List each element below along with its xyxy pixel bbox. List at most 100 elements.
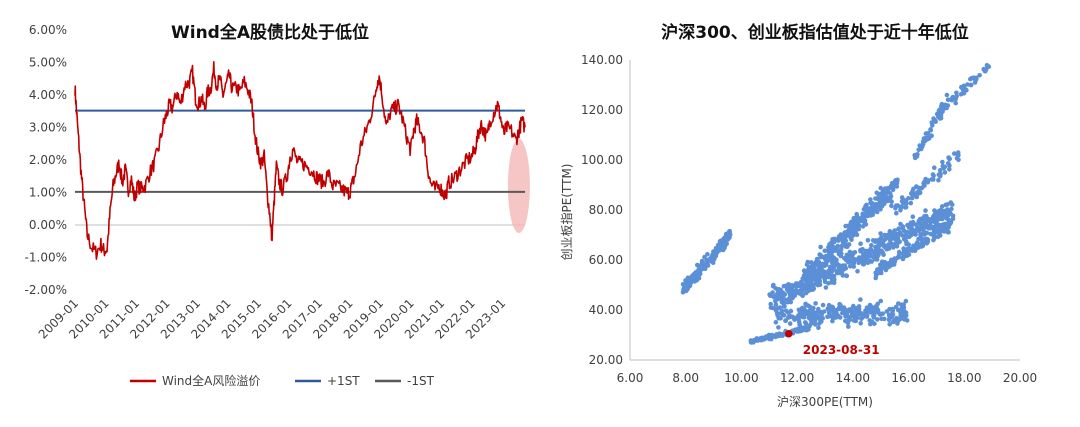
scatter-point bbox=[900, 256, 906, 262]
scatter-point bbox=[776, 325, 781, 330]
right-x-tick-label: 20.00 bbox=[1003, 371, 1037, 385]
scatter-point bbox=[931, 212, 937, 218]
scatter-point bbox=[779, 308, 785, 314]
scatter-point bbox=[807, 272, 813, 277]
scatter-point bbox=[944, 92, 950, 98]
scatter-point bbox=[776, 290, 781, 295]
highlight-point-label: 2023-08-31 bbox=[803, 343, 880, 357]
scatter-point bbox=[863, 222, 869, 227]
scatter-point bbox=[793, 290, 799, 296]
scatter-point bbox=[874, 270, 880, 276]
scatter-point bbox=[958, 92, 964, 97]
scatter-point bbox=[928, 127, 933, 132]
scatter-point bbox=[896, 253, 902, 258]
scatter-point bbox=[921, 180, 927, 185]
scatter-point bbox=[933, 224, 938, 230]
scatter-point bbox=[876, 247, 881, 253]
scatter-point bbox=[837, 315, 843, 320]
scatter-point bbox=[826, 269, 832, 274]
scatter-point bbox=[882, 316, 887, 322]
scatter-point bbox=[759, 337, 764, 343]
scatter-point bbox=[920, 243, 926, 248]
scatter-point bbox=[925, 180, 931, 185]
scatter-point bbox=[843, 307, 848, 313]
scatter-point bbox=[923, 223, 928, 229]
scatter-point bbox=[937, 230, 942, 236]
scatter-point bbox=[941, 165, 947, 171]
scatter-point bbox=[892, 235, 897, 240]
scatter-point bbox=[833, 308, 839, 313]
scatter-point bbox=[892, 228, 897, 233]
scatter-point bbox=[807, 308, 812, 314]
scatter-point bbox=[830, 248, 835, 253]
scatter-point bbox=[697, 269, 703, 274]
scatter-point bbox=[915, 240, 920, 245]
scatter-point bbox=[815, 268, 820, 274]
scatter-point bbox=[895, 233, 901, 239]
left-y-tick-label: 6.00% bbox=[29, 23, 67, 37]
scatter-point bbox=[953, 100, 958, 106]
scatter-point bbox=[948, 221, 953, 226]
right-chart-title: 沪深300、创业板指估值处于近十年低位 bbox=[661, 22, 969, 43]
risk-premium-chart: Wind全A股债比处于低位 -2.00% -1.00% 0.00% 1.00% 2.00… bbox=[25, 22, 530, 388]
scatter-point bbox=[850, 262, 856, 267]
right-y-tick-label: 20.00 bbox=[589, 353, 623, 367]
scatter-point bbox=[813, 301, 818, 306]
scatter-point bbox=[878, 185, 884, 191]
scatter-point bbox=[945, 224, 950, 230]
scatter-point bbox=[939, 204, 945, 209]
scatter-point bbox=[882, 195, 887, 201]
scatter-point bbox=[773, 298, 778, 304]
left-y-tick-label: 0.00% bbox=[29, 218, 67, 232]
scatter-point bbox=[754, 336, 760, 341]
scatter-point bbox=[934, 218, 940, 224]
scatter-point bbox=[917, 224, 923, 229]
scatter-point bbox=[894, 184, 900, 189]
scatter-point bbox=[788, 308, 794, 314]
scatter-point bbox=[876, 311, 882, 316]
scatter-point bbox=[882, 260, 888, 265]
scatter-point bbox=[826, 310, 832, 315]
scatter-point bbox=[846, 252, 851, 258]
scatter-point bbox=[827, 264, 833, 270]
scatter-point bbox=[802, 320, 808, 325]
scatter-point bbox=[860, 254, 866, 259]
scatter-point bbox=[851, 318, 856, 323]
scatter-point bbox=[800, 293, 805, 299]
scatter-point bbox=[902, 205, 908, 210]
scatter-point bbox=[708, 257, 714, 263]
scatter-point bbox=[949, 206, 954, 212]
scatter-point bbox=[947, 167, 952, 172]
scatter-point bbox=[848, 225, 854, 231]
scatter-point bbox=[932, 229, 938, 234]
scatter-point bbox=[684, 284, 689, 289]
scatter-point bbox=[696, 274, 701, 280]
scatter-point bbox=[868, 321, 873, 327]
scatter-point bbox=[858, 321, 863, 326]
scatter-point bbox=[937, 168, 943, 173]
scatter-point bbox=[923, 131, 929, 136]
right-x-tick-label: 16.00 bbox=[891, 371, 925, 385]
scatter-point bbox=[851, 256, 857, 262]
scatter-point bbox=[859, 218, 865, 224]
scatter-point bbox=[785, 299, 790, 305]
scatter-point bbox=[815, 260, 820, 266]
scatter-point bbox=[925, 137, 930, 142]
scatter-point bbox=[874, 257, 880, 262]
left-y-tick-label: 4.00% bbox=[29, 88, 67, 102]
scatter-point bbox=[868, 246, 873, 252]
scatter-point bbox=[871, 306, 877, 311]
scatter-point bbox=[883, 191, 888, 196]
scatter-point bbox=[768, 293, 773, 299]
scatter-point bbox=[877, 266, 882, 272]
scatter-point bbox=[858, 297, 863, 302]
scatter-point bbox=[871, 312, 877, 318]
scatter-point bbox=[949, 202, 955, 207]
scatter-point bbox=[836, 249, 841, 254]
scatter-point bbox=[778, 315, 783, 321]
legend-label: -1ST bbox=[407, 374, 435, 388]
scatter-point bbox=[910, 214, 916, 219]
scatter-point bbox=[875, 301, 880, 307]
scatter-point bbox=[805, 259, 810, 265]
scatter-point bbox=[866, 306, 871, 312]
